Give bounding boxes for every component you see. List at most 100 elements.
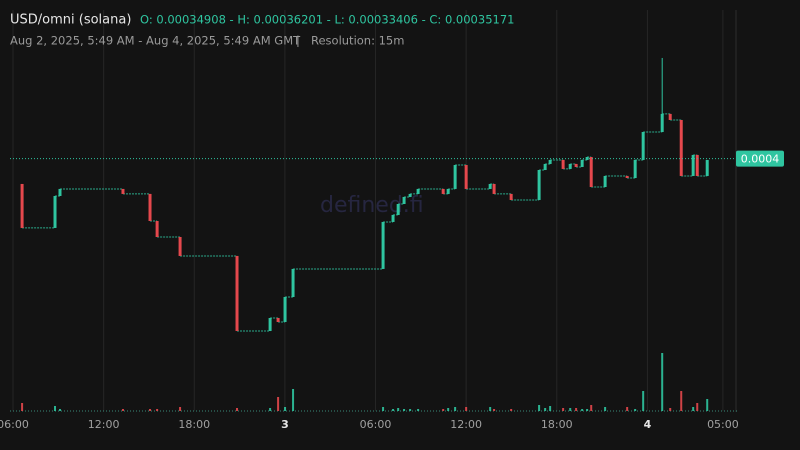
x-tick-label: 18:00 <box>541 418 573 431</box>
volume-bar <box>692 407 695 411</box>
volume-bar <box>544 408 547 411</box>
candle-body <box>585 157 589 160</box>
volume-bar <box>569 408 572 411</box>
candle-body <box>641 132 645 160</box>
candle-body <box>705 159 709 176</box>
last-price-badge <box>736 150 784 167</box>
candle-body <box>633 159 637 179</box>
volume-bar <box>465 407 468 411</box>
x-tick-label: 06:00 <box>360 418 392 431</box>
volume-bar <box>562 408 565 411</box>
candle-body <box>416 188 420 194</box>
candle-body <box>509 193 513 200</box>
volume-bar <box>179 407 182 411</box>
candle-body <box>441 188 445 194</box>
pair-title: USD/omni (solana) <box>10 13 131 28</box>
volume-bar <box>642 391 645 411</box>
candle-body <box>561 159 565 169</box>
candle-body <box>53 195 57 228</box>
watermark: defined.fi <box>320 193 424 218</box>
candle-body <box>283 296 287 322</box>
volume-bar <box>277 397 280 411</box>
x-tick-label: 3 <box>281 418 289 431</box>
candle-body <box>625 175 629 179</box>
candle-body <box>660 113 664 133</box>
x-tick-label: 12:00 <box>450 418 482 431</box>
x-tick-label: 18:00 <box>178 418 210 431</box>
candle-body <box>568 163 572 169</box>
volume-bar <box>269 408 272 411</box>
volume-bar <box>397 408 400 411</box>
volume-bar <box>604 407 607 411</box>
volume-bar <box>586 409 589 411</box>
volume-bar <box>538 405 541 411</box>
candle-body <box>20 183 24 228</box>
volume-bar <box>392 409 395 411</box>
volume-bar <box>626 407 629 411</box>
candle-body <box>391 214 395 222</box>
volume-bar <box>590 405 593 411</box>
resolution: Resolution: 15m <box>311 34 404 48</box>
volume-bar <box>149 409 152 411</box>
last-price-label: 0.0004 <box>741 153 780 166</box>
candle-body <box>695 154 699 176</box>
volume-bar <box>54 406 57 411</box>
candle-body <box>268 317 272 331</box>
grid <box>12 10 724 411</box>
candle-body <box>178 237 182 256</box>
volume-bar <box>382 407 385 411</box>
candle-body <box>453 165 457 189</box>
volume-bar <box>680 391 683 411</box>
ohlc-summary: O: 0.00034908 - H: 0.00036201 - L: 0.000… <box>140 13 514 27</box>
candle-body <box>548 159 552 164</box>
volume-bar <box>706 399 709 411</box>
volume-bar <box>669 408 672 411</box>
candle-body <box>276 317 280 322</box>
x-tick-label: 12:00 <box>88 418 120 431</box>
candle-body <box>235 255 239 331</box>
candle-body <box>574 163 578 167</box>
candle-body <box>121 188 125 194</box>
candle-body <box>580 159 584 167</box>
volume-bar <box>403 409 406 411</box>
candle-body <box>589 157 593 187</box>
volume-bar <box>549 406 552 411</box>
candle-body <box>543 163 547 170</box>
candle-body <box>488 183 492 189</box>
volume-bar <box>21 403 24 411</box>
candle-body <box>691 154 695 176</box>
candle-body <box>679 119 683 176</box>
volume-bar <box>156 409 159 411</box>
volume-bar <box>581 409 584 411</box>
separator: | <box>296 34 300 48</box>
candle-body <box>396 203 400 215</box>
candle-body <box>408 193 412 197</box>
volume-bar <box>284 407 287 411</box>
volume-bar <box>442 409 445 411</box>
candle-body <box>148 193 152 221</box>
volume-bar <box>417 409 420 411</box>
candle-body <box>381 221 385 269</box>
candle-body <box>464 165 468 189</box>
volume-bar <box>661 353 664 411</box>
volume-bar <box>454 407 457 411</box>
volume-bar <box>409 409 412 411</box>
volume-bar <box>58 409 61 411</box>
candle-body <box>492 183 496 194</box>
candle-body <box>446 188 450 194</box>
candle-body <box>668 113 672 120</box>
marks <box>10 57 737 412</box>
volume-bar <box>447 408 450 411</box>
x-tick-label: 06:00 <box>0 418 29 431</box>
candle-body <box>537 170 541 200</box>
volume-bar <box>236 408 239 411</box>
x-tick-label: 05:00 <box>707 418 739 431</box>
candle-body <box>58 188 62 196</box>
subtitle: Aug 2, 2025, 5:49 AM - Aug 4, 2025, 5:49… <box>10 34 301 48</box>
volume-bar <box>510 409 513 411</box>
candle-body <box>402 196 406 204</box>
volume-bar <box>292 389 295 411</box>
